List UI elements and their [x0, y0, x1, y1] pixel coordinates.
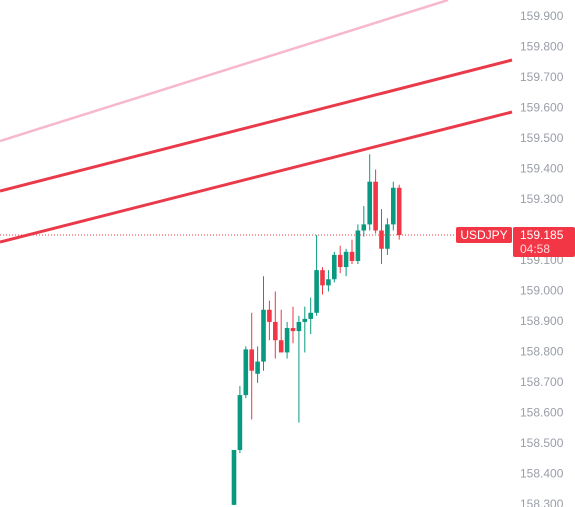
candle-body [267, 309, 272, 322]
trend-line [0, 110, 513, 244]
y-tick-label: 158.300 [520, 497, 564, 507]
candle-body [337, 254, 343, 268]
candle-body [314, 270, 319, 313]
y-tick-label: 159.800 [520, 40, 564, 54]
candle-body [385, 224, 390, 249]
candle-body [343, 251, 349, 268]
trend-line [0, 0, 449, 143]
candle-body [373, 181, 378, 231]
candle-body [355, 230, 361, 261]
y-tick-label: 158.600 [520, 406, 564, 420]
last-price-label: 159.185 [520, 228, 564, 242]
candle-body [391, 187, 396, 225]
trend-line [0, 58, 513, 193]
y-tick-label: 159.300 [520, 192, 564, 206]
y-tick-label: 158.700 [520, 375, 564, 389]
candle-body [379, 230, 384, 249]
candle-body [320, 270, 325, 286]
symbol-tag [456, 227, 512, 244]
y-tick-label: 159.700 [520, 70, 564, 84]
y-tick-label: 159.000 [520, 284, 564, 298]
y-tick-label: 159.600 [520, 101, 564, 115]
candle-body [231, 449, 237, 505]
candle-body [396, 187, 402, 236]
price-axis: 159.900 159.800 159.700 159.600 159.500 159.4… [512, 9, 564, 507]
candle-body [237, 395, 243, 450]
symbol-label: USDJPY [460, 228, 507, 242]
candle-body [349, 251, 355, 261]
candle-body [278, 340, 284, 353]
y-tick-label: 158.800 [520, 345, 564, 359]
candle-body [302, 318, 308, 322]
candle-body [261, 309, 266, 362]
y-tick-label: 158.500 [520, 436, 564, 450]
candle-body [367, 181, 372, 225]
candle-body [284, 328, 290, 353]
candle-body [249, 349, 254, 371]
y-tick-label: 158.400 [520, 467, 564, 481]
candle-body [273, 321, 278, 341]
candle-body [296, 321, 302, 332]
candle-body [332, 254, 337, 280]
price-tag [513, 227, 575, 258]
candle-body [326, 279, 331, 286]
candle-body [255, 361, 260, 374]
candle-body [243, 349, 249, 396]
y-tick-label: 158.900 [520, 314, 564, 328]
candle-body [361, 224, 367, 231]
plot [231, 154, 402, 505]
y-tick-label: 159.500 [520, 131, 564, 145]
countdown-label: 04:58 [520, 242, 550, 256]
y-tick-label: 159.900 [520, 9, 564, 23]
candle-body [290, 328, 296, 332]
y-tick-label: 159.400 [520, 162, 564, 176]
candle-body [308, 312, 313, 319]
